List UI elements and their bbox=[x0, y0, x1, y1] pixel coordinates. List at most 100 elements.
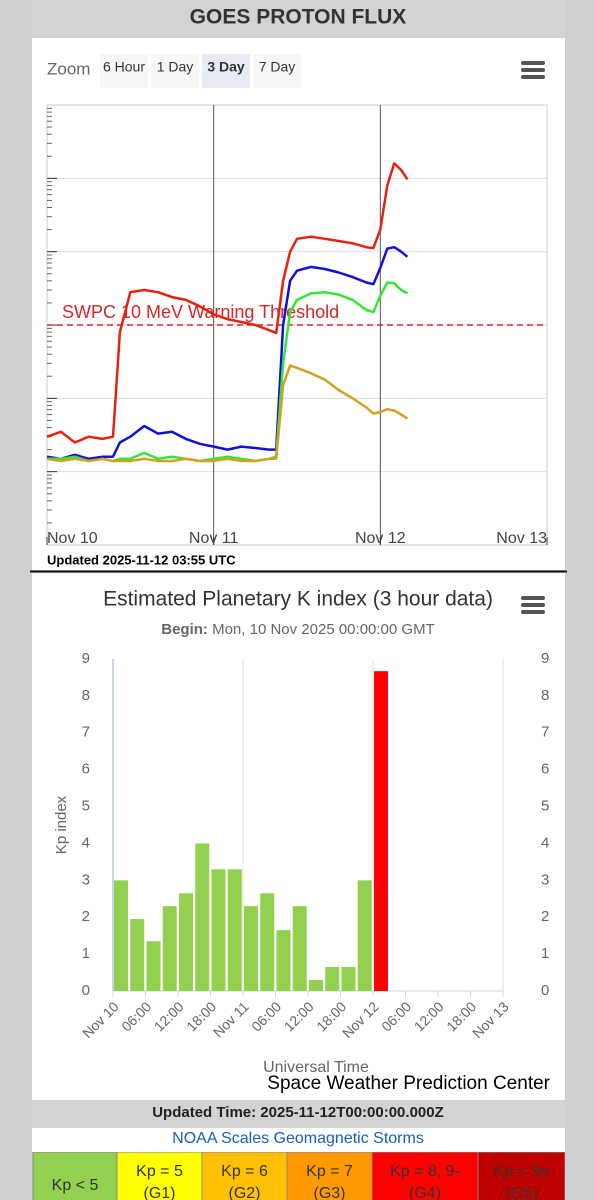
scale-label-line: Kp = 7 bbox=[306, 1163, 353, 1180]
bar bbox=[325, 967, 340, 991]
y2-tick-label: 4 bbox=[541, 834, 549, 851]
bar bbox=[146, 941, 161, 991]
bar bbox=[244, 906, 258, 991]
y-axis-label: Kp index bbox=[53, 795, 70, 854]
scale-legend: Kp < 5Kp = 5 (G1)Kp = 6 (G2)Kp = 7 (G3)Kp =… bbox=[32, 1152, 565, 1200]
zoom-button[interactable] bbox=[202, 54, 250, 88]
chart-title: Estimated Planetary K index (3 hour data… bbox=[103, 588, 493, 611]
subtitle-value: Mon, 10 Nov 2025 00:00:00 GMT bbox=[212, 621, 435, 638]
bar bbox=[195, 843, 210, 991]
series-line bbox=[46, 364, 409, 463]
title-bar bbox=[32, 0, 565, 38]
zoom-button-label: 7 Day bbox=[259, 59, 296, 75]
zoom-button[interactable] bbox=[151, 54, 199, 88]
y-tick-label: 0 bbox=[82, 982, 90, 999]
y2-tick-label: 5 bbox=[541, 798, 549, 815]
scale-label-line: (G4) bbox=[409, 1185, 441, 1200]
updated-label: Updated Time: bbox=[152, 1104, 256, 1121]
footnote: Updated 2025-11-12 03:55 UTC bbox=[47, 552, 236, 567]
y-tick-label: 5 bbox=[82, 798, 90, 815]
scale-label: Kp < 5 bbox=[52, 1177, 99, 1194]
series-line bbox=[46, 245, 409, 461]
scale-box bbox=[286, 1152, 373, 1200]
menu-bar bbox=[521, 75, 545, 79]
bar bbox=[130, 919, 145, 991]
y2-tick-label: 7 bbox=[541, 724, 549, 741]
bar bbox=[114, 880, 128, 991]
x-tick-label: Nov 13 bbox=[496, 530, 547, 547]
y2-tick-label: 9 bbox=[541, 650, 549, 667]
bar bbox=[260, 893, 275, 991]
scale-label: Kp = 8, 9- (G4) bbox=[390, 1163, 460, 1200]
bar bbox=[162, 906, 177, 991]
proton-panel bbox=[32, 38, 565, 570]
x-tick-label: Nov 12 bbox=[355, 530, 406, 547]
bar bbox=[276, 930, 291, 991]
x-tick-label: Nov 10 bbox=[47, 530, 98, 547]
scale-label-line: (G2) bbox=[229, 1185, 261, 1200]
y2-tick-label: 8 bbox=[541, 687, 549, 704]
scale-label: Kp = 5 (G1) bbox=[136, 1163, 183, 1200]
menu-icon[interactable] bbox=[521, 61, 545, 79]
threshold-label: SWPC 10 MeV Warning Threshold bbox=[62, 302, 339, 322]
y-tick-label: 7 bbox=[82, 724, 90, 741]
updated-bar bbox=[32, 1100, 565, 1128]
x-axis-label: Universal Time bbox=[263, 1059, 369, 1076]
zoom-button-label: 3 Day bbox=[207, 59, 245, 75]
scale-label-line: (G5) bbox=[506, 1185, 538, 1200]
bar bbox=[211, 869, 226, 991]
menu-icon[interactable] bbox=[521, 596, 545, 614]
credit: Space Weather Prediction Center bbox=[267, 1073, 550, 1094]
updated-value: 2025-11-12T00:00:00.000Z bbox=[260, 1104, 443, 1121]
zoom-button[interactable] bbox=[253, 54, 301, 88]
bar bbox=[309, 979, 323, 991]
zoom-label: Zoom bbox=[47, 59, 90, 78]
menu-bar bbox=[521, 596, 545, 600]
bar bbox=[292, 906, 307, 991]
y2-tick-label: 2 bbox=[541, 908, 549, 925]
scale-label: Kp = 9o (G5) bbox=[494, 1163, 550, 1200]
zoom-button-label: 6 Hour bbox=[103, 59, 145, 75]
updated-time: Updated Time: 2025-11-12T00:00:00.000Z bbox=[152, 1104, 444, 1121]
bar bbox=[357, 880, 372, 991]
y2-tick-label: 0 bbox=[541, 982, 549, 999]
y-tick-label: 4 bbox=[82, 834, 90, 851]
scale-label-line: Kp = 6 bbox=[221, 1163, 268, 1180]
menu-bar bbox=[521, 603, 545, 607]
link-bar bbox=[32, 1128, 565, 1152]
series-line bbox=[46, 162, 409, 444]
scale-box bbox=[477, 1152, 565, 1200]
scale-label-line: Kp = 5 bbox=[136, 1163, 183, 1180]
scale-label-line: (G3) bbox=[314, 1185, 346, 1200]
scale-label-line: Kp = 8, 9- bbox=[390, 1163, 460, 1180]
y2-tick-label: 6 bbox=[541, 761, 549, 778]
scale-label: Kp = 7 (G3) bbox=[306, 1163, 353, 1200]
scale-label: Kp = 6 (G2) bbox=[221, 1163, 268, 1200]
scale-box bbox=[201, 1152, 288, 1200]
y2-tick-label: 3 bbox=[541, 871, 549, 888]
zoom-button[interactable] bbox=[100, 54, 148, 88]
y-tick-label: 2 bbox=[82, 908, 90, 925]
panel-title: GOES PROTON FLUX bbox=[190, 6, 407, 29]
y2-tick-label: 1 bbox=[541, 945, 549, 962]
y-tick-label: 9 bbox=[82, 650, 90, 667]
zoom-button-label: 1 Day bbox=[157, 59, 194, 75]
y-tick-label: 8 bbox=[82, 687, 90, 704]
bar bbox=[341, 967, 356, 991]
y-tick-label: 1 bbox=[82, 945, 90, 962]
y-tick-label: 6 bbox=[82, 761, 90, 778]
bar bbox=[179, 893, 193, 991]
kp-panel bbox=[32, 573, 565, 1100]
bar bbox=[374, 671, 388, 991]
scale-box bbox=[371, 1152, 479, 1200]
chart-subtitle: Begin: Mon, 10 Nov 2025 00:00:00 GMT bbox=[161, 621, 434, 638]
menu-bar bbox=[521, 61, 545, 65]
scale-label-line: (G1) bbox=[144, 1185, 176, 1200]
scales-link[interactable]: NOAA Scales Geomagnetic Storms bbox=[172, 1130, 424, 1147]
scale-label-line: Kp = 9o bbox=[494, 1163, 550, 1180]
x-tick-label: Nov 11 bbox=[189, 530, 239, 547]
y-tick-label: 3 bbox=[82, 871, 90, 888]
subtitle-label: Begin: bbox=[161, 621, 208, 638]
